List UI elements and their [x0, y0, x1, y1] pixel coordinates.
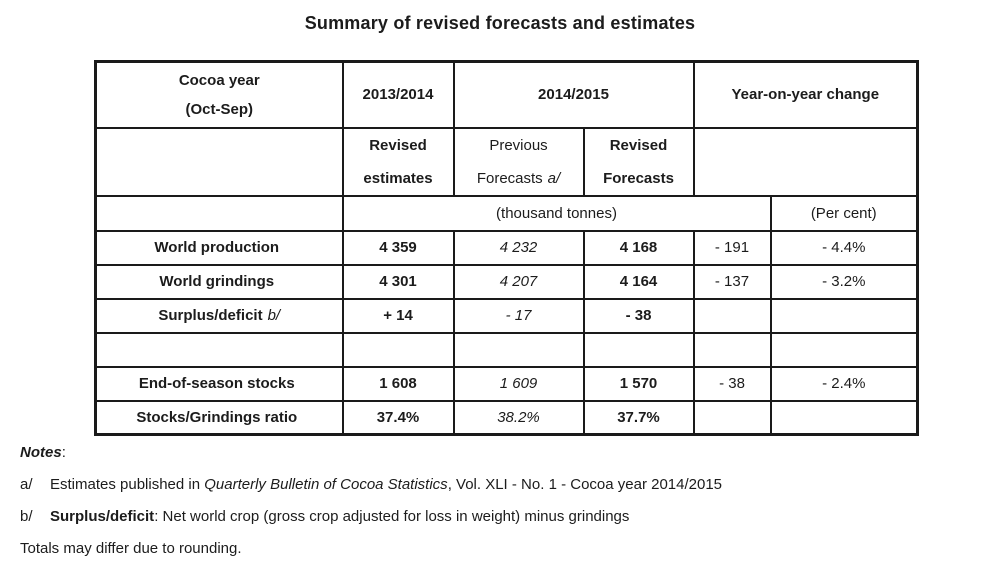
header-cocoa-year-line2: (Oct-Sep) [185, 100, 254, 118]
cell-yoy-absolute [692, 399, 772, 436]
header-yoy-change: Year-on-year change [692, 60, 919, 129]
header-row-series: Revised estimates Previous Forecasts a/ R… [94, 126, 919, 197]
notes-section: Notes: a/Estimates published in Quarterl… [20, 443, 980, 571]
units-row: (thousand tonnes) (Per cent) [94, 194, 919, 232]
cell-previous-forecasts: - 17 [452, 297, 585, 334]
note-ref-a: a/ [547, 169, 561, 187]
row-label: Surplus/deficit b/ [94, 297, 344, 334]
cell-previous-forecasts: 38.2% [452, 399, 585, 436]
note-b-text-post: : Net world crop (gross crop adjusted fo… [154, 508, 630, 525]
header-revised-estimates-line2: estimates [363, 169, 433, 187]
row-label: World grindings [94, 263, 344, 300]
table-row-empty [94, 331, 919, 368]
header-revised-forecasts-line1: Revised [609, 136, 668, 154]
table-row-surplus-deficit: Surplus/deficit b/ + 14 - 17 - 38 [94, 297, 919, 334]
header-revised-forecasts: Revised Forecasts [582, 126, 695, 197]
notes-heading: Notes: [20, 443, 980, 463]
cell-revised-forecasts: - 38 [582, 297, 695, 334]
note-a: a/Estimates published in Quarterly Bulle… [20, 475, 980, 495]
cell-previous-forecasts: 4 232 [452, 229, 585, 266]
cell-revised-estimates: 37.4% [341, 399, 455, 436]
cell-yoy-percent [769, 297, 919, 334]
note-ref-b: b/ [267, 307, 281, 324]
cell-yoy-absolute [692, 297, 772, 334]
row-label: End-of-season stocks [94, 365, 344, 402]
note-a-publication-title: Quarterly Bulletin of Cocoa Statistics [204, 476, 448, 493]
cell-previous-forecasts: 4 207 [452, 263, 585, 300]
table-row-end-of-season-stocks: End-of-season stocks 1 608 1 609 1 570 -… [94, 365, 919, 402]
header-row-periods: Cocoa year (Oct-Sep) 2013/2014 2014/2015… [94, 60, 919, 129]
table-row-stocks-grindings-ratio: Stocks/Grindings ratio 37.4% 38.2% 37.7% [94, 399, 919, 436]
note-b-marker: b/ [20, 508, 33, 525]
cell-revised-forecasts: 37.7% [582, 399, 695, 436]
cell-revised-estimates: 4 359 [341, 229, 455, 266]
note-b-term: Surplus/deficit [50, 508, 155, 525]
cell-revised-forecasts: 1 570 [582, 365, 695, 402]
header-empty-yoy-cell [692, 126, 919, 197]
cell-yoy-absolute: - 137 [692, 263, 772, 300]
note-rounding: Totals may differ due to rounding. [20, 540, 242, 557]
cell-revised-forecasts: 4 168 [582, 229, 695, 266]
header-previous-forecasts-line1: Previous [489, 136, 548, 154]
cell-revised-estimates: + 14 [341, 297, 455, 334]
header-cocoa-year: Cocoa year (Oct-Sep) [94, 60, 344, 129]
units-thousand-tonnes: (thousand tonnes) [341, 194, 772, 232]
cell-yoy-absolute [692, 331, 772, 368]
cell-revised-estimates [341, 331, 455, 368]
header-2013-2014: 2013/2014 [341, 60, 455, 129]
units-per-cent: (Per cent) [769, 194, 919, 232]
page-title: Summary of revised forecasts and estimat… [304, 13, 696, 33]
header-empty-label-cell [94, 126, 344, 197]
forecast-summary-table: Cocoa year (Oct-Sep) 2013/2014 2014/2015… [94, 60, 919, 436]
notes-heading-colon: : [61, 444, 66, 461]
units-empty-label-cell [94, 194, 344, 232]
cell-yoy-absolute: - 38 [692, 365, 772, 402]
note-a-text-post: , Vol. XLI - No. 1 - Cocoa year 2014/201… [447, 476, 723, 493]
cell-yoy-percent: - 3.2% [769, 263, 919, 300]
note-b: b/Surplus/deficit: Net world crop (gross… [20, 507, 980, 527]
cell-revised-estimates: 1 608 [341, 365, 455, 402]
header-2014-2015: 2014/2015 [452, 60, 695, 129]
header-revised-forecasts-line2: Forecasts [603, 169, 674, 187]
cell-yoy-absolute: - 191 [692, 229, 772, 266]
header-previous-forecasts: Previous Forecasts a/ [452, 126, 585, 197]
header-cocoa-year-line1: Cocoa year [178, 71, 260, 89]
row-label: Stocks/Grindings ratio [94, 399, 344, 436]
table-row-world-grindings: World grindings 4 301 4 207 4 164 - 137 … [94, 263, 919, 300]
cell-revised-forecasts: 4 164 [582, 263, 695, 300]
row-label [94, 331, 344, 368]
header-previous-forecasts-line2: Forecasts a/ [476, 169, 561, 187]
note-a-marker: a/ [20, 476, 33, 493]
cell-revised-forecasts [582, 331, 695, 368]
table-row-world-production: World production 4 359 4 232 4 168 - 191… [94, 229, 919, 266]
header-revised-estimates-line1: Revised [369, 136, 427, 154]
cell-yoy-percent [769, 331, 919, 368]
cell-revised-estimates: 4 301 [341, 263, 455, 300]
note-a-text-pre: Estimates published in [50, 476, 205, 493]
cell-yoy-percent [769, 399, 919, 436]
cell-yoy-percent: - 4.4% [769, 229, 919, 266]
header-revised-estimates: Revised estimates [341, 126, 455, 197]
cell-previous-forecasts: 1 609 [452, 365, 585, 402]
notes-heading-word: Notes [20, 444, 62, 461]
cell-yoy-percent: - 2.4% [769, 365, 919, 402]
cell-previous-forecasts [452, 331, 585, 368]
row-label: World production [94, 229, 344, 266]
